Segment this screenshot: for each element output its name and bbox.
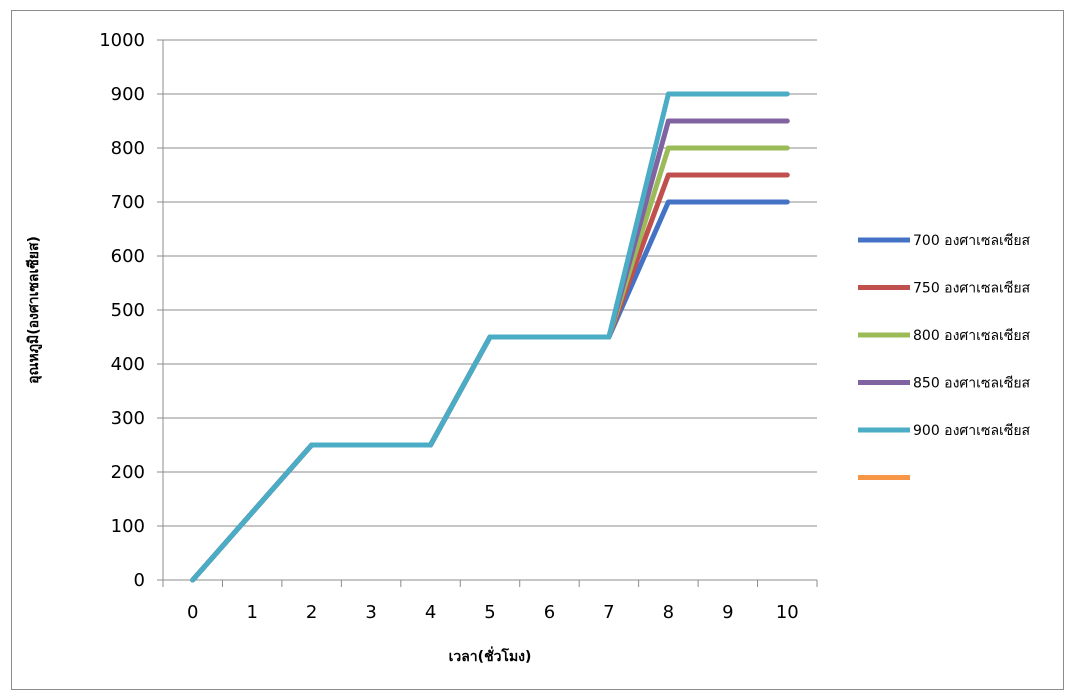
x-tick-label: 6 [544, 602, 555, 623]
y-tick-label: 900 [111, 84, 145, 105]
x-tick-label: 9 [722, 602, 733, 623]
x-tick-label: 1 [246, 602, 257, 623]
series-line [193, 94, 788, 580]
y-tick-label: 700 [111, 192, 145, 213]
x-tick-label: 2 [306, 602, 317, 623]
y-tick-label: 500 [111, 300, 145, 321]
x-tick-label: 5 [484, 602, 495, 623]
series-line [193, 175, 788, 580]
y-tick-label: 400 [111, 354, 145, 375]
y-axis-title: อุณหภูมิ(องศาเซลเซียส) [26, 236, 42, 384]
y-tick-labels: 0 100 200 300 400 500 600 700 800 900 1000 [99, 30, 145, 591]
legend-label: 900 องศาเซลเซียส [913, 423, 1031, 439]
series-line [193, 121, 788, 580]
x-tick-label: 10 [776, 602, 799, 623]
y-tick-label: 200 [111, 462, 145, 483]
legend: 700 องศาเซลเซียส 750 องศาเซลเซียส 800 องศา… [858, 233, 1031, 478]
y-tick-label: 0 [134, 570, 145, 591]
x-tick-label: 0 [187, 602, 198, 623]
x-tick-label: 8 [663, 602, 674, 623]
legend-label: 750 องศาเซลเซียส [913, 281, 1031, 297]
y-tick-label: 300 [111, 408, 145, 429]
series-line [193, 202, 788, 580]
x-tick-label: 3 [365, 602, 376, 623]
x-tick-label: 4 [425, 602, 436, 623]
legend-label: 700 องศาเซลเซียส [913, 233, 1031, 249]
series-lines [193, 94, 788, 580]
legend-label: 850 องศาเซลเซียส [913, 376, 1031, 392]
x-tick-labels: 0 1 2 3 4 5 6 7 8 9 10 [187, 602, 799, 623]
y-tick-label: 600 [111, 246, 145, 267]
x-axis-title: เวลา(ชั่วโมง) [449, 646, 532, 665]
legend-label: 800 องศาเซลเซียส [913, 328, 1031, 344]
y-tick-label: 800 [111, 138, 145, 159]
y-tick-label: 100 [111, 516, 145, 537]
y-tick-label: 1000 [99, 30, 145, 51]
x-tick-label: 7 [603, 602, 614, 623]
